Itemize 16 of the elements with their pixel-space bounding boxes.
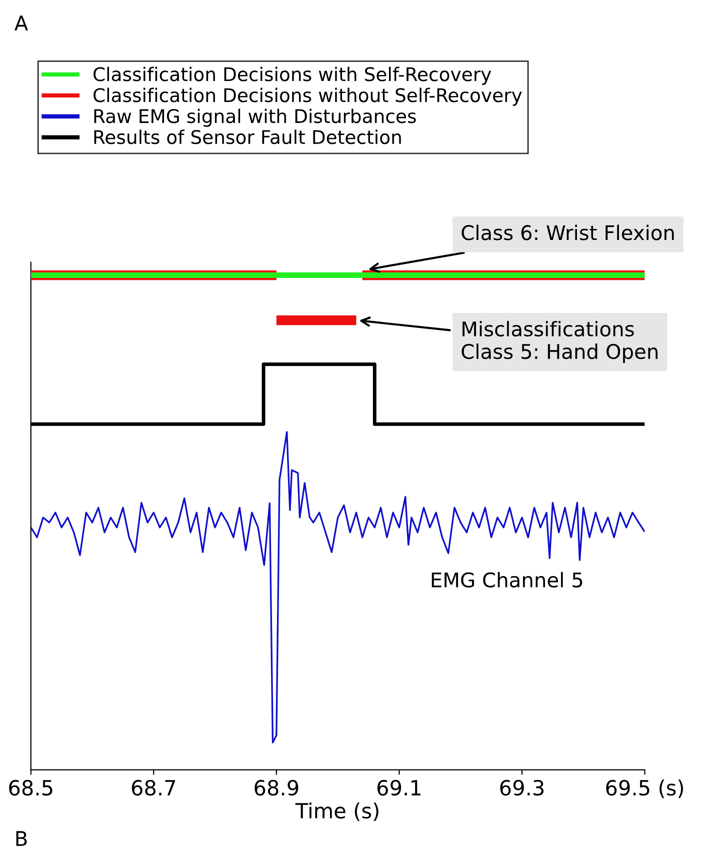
legend-label: Classification Decisions without Self-Recovery: [94, 88, 522, 106]
text: A: [14, 16, 28, 30]
legend-label: Results of Sensor Fault Detection: [94, 130, 401, 144]
x-tick-label: 68.9: [254, 780, 298, 796]
legend-label: Raw EMG signal with Disturbances: [94, 108, 416, 127]
annotation: Misclassifications Class 5: Hand Open: [462, 320, 658, 363]
x-tick-label: 68.5: [9, 780, 52, 796]
x-tick-label: 69.5 (s): [606, 780, 684, 798]
x-tick-label: 69.1: [377, 780, 420, 796]
text: B: [16, 831, 27, 846]
annotation: EMG Channel 5: [432, 572, 582, 588]
legend-label: Classification Decisions with Self-Recovery: [94, 66, 492, 85]
x-tick-label: 69.3: [500, 780, 544, 796]
x-axis-title: Time (s): [295, 802, 378, 822]
x-tick-label: 68.7: [132, 780, 176, 796]
text: Class 6: Wrist Flexion: [462, 224, 674, 240]
